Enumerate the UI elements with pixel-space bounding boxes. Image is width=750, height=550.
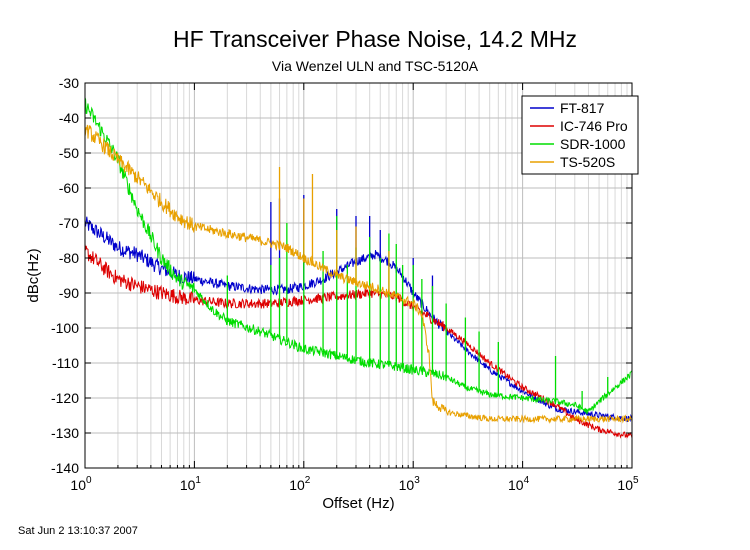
- x-axis-label: Offset (Hz): [322, 495, 394, 512]
- x-tick-label: 100: [70, 475, 92, 493]
- x-tick-label: 102: [289, 475, 311, 493]
- chart-subtitle: Via Wenzel ULN and TSC-5120A: [271, 58, 479, 74]
- chart-title: HF Transceiver Phase Noise, 14.2 MHz: [173, 26, 577, 52]
- legend-label: FT-817: [560, 100, 605, 116]
- y-tick-label: -70: [59, 215, 79, 231]
- y-tick-label: -50: [59, 145, 79, 161]
- footer-timestamp: Sat Jun 2 13:10:37 2007: [18, 525, 138, 537]
- series-ft-817: [84, 195, 633, 423]
- series-ts-520s: [84, 124, 633, 424]
- plot-area: [84, 97, 633, 439]
- y-axis-label: dBc(Hz): [25, 248, 42, 302]
- series-line: [84, 243, 633, 439]
- y-tick-label: -30: [59, 75, 79, 91]
- x-tick-label: 105: [617, 475, 639, 493]
- y-tick-label: -130: [51, 425, 79, 441]
- y-tick-label: -40: [59, 110, 79, 126]
- y-tick-label: -80: [59, 250, 79, 266]
- x-tick-label: 104: [508, 475, 530, 493]
- y-tick-label: -140: [51, 460, 79, 476]
- x-tick-label: 101: [180, 475, 202, 493]
- y-tick-label: -110: [52, 355, 79, 371]
- series-ic-746-pro: [84, 243, 633, 439]
- y-tick-label: -120: [51, 390, 79, 406]
- y-tick-label: -60: [59, 180, 79, 196]
- legend: FT-817 IC-746 Pro SDR-1000 TS-520S: [521, 95, 639, 175]
- series-line: [84, 124, 633, 424]
- x-tick-label: 103: [399, 475, 421, 493]
- series-sdr-1000: [84, 97, 633, 415]
- legend-label: IC-746 Pro: [560, 118, 628, 134]
- legend-box: [521, 95, 639, 175]
- legend-label: TS-520S: [560, 154, 615, 170]
- plot-frame: [84, 82, 633, 469]
- series-line: [84, 97, 633, 415]
- legend-label: SDR-1000: [560, 136, 626, 152]
- y-tick-label: -100: [51, 320, 79, 336]
- series-line: [84, 216, 633, 423]
- y-tick-label: -90: [59, 285, 79, 301]
